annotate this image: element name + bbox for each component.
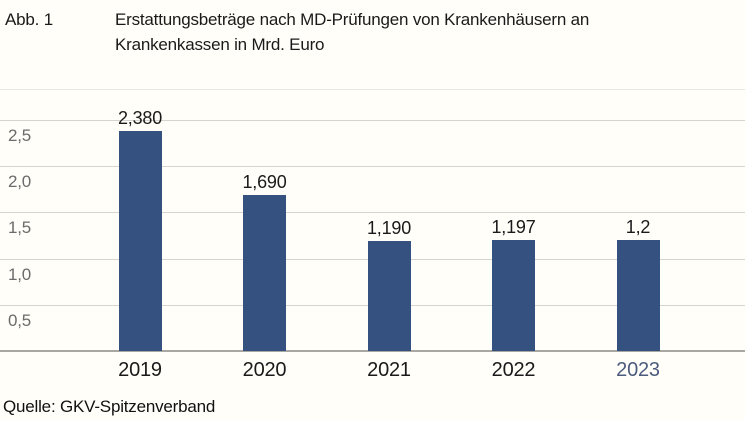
x-axis-tick-label: 2022 bbox=[491, 359, 536, 381]
bar-value-label: 1,2 bbox=[625, 217, 651, 238]
figure-title: Erstattungsbeträge nach MD-Prüfungen von… bbox=[115, 7, 589, 57]
figure-title-line2: Krankenkassen in Mrd. Euro bbox=[115, 35, 325, 54]
bar-value-label: 2,380 bbox=[117, 108, 163, 129]
y-axis-tick-label: 1,5 bbox=[8, 218, 32, 238]
plot-area-top-border bbox=[0, 89, 745, 90]
x-axis-tick-label: 2020 bbox=[242, 359, 287, 381]
x-axis-tick-label: 2021 bbox=[367, 359, 411, 381]
x-axis-tick-label: 2023 bbox=[616, 359, 660, 381]
bar bbox=[492, 240, 535, 351]
gridline bbox=[0, 166, 745, 168]
source-note: Quelle: GKV-Spitzenverband bbox=[3, 397, 216, 416]
y-axis-tick-label: 1,0 bbox=[8, 264, 32, 284]
x-axis-line bbox=[0, 350, 745, 352]
bar bbox=[616, 240, 660, 351]
bar-value-label: 1,690 bbox=[242, 171, 287, 192]
y-axis-tick-label: 2,0 bbox=[8, 172, 32, 192]
y-axis-tick-label: 0,5 bbox=[8, 310, 32, 330]
bar-value-label: 1,197 bbox=[491, 217, 536, 238]
x-axis-tick-label: 2019 bbox=[118, 359, 162, 381]
bar bbox=[367, 241, 411, 351]
figure-title-line1: Erstattungsbeträge nach MD-Prüfungen von… bbox=[115, 10, 590, 29]
gridline bbox=[0, 120, 745, 121]
bar-value-label: 1,190 bbox=[366, 218, 412, 238]
bar bbox=[118, 131, 162, 351]
bar bbox=[243, 194, 286, 351]
figure-label: Abb. 1 bbox=[5, 10, 53, 29]
y-axis-tick-label: 2,5 bbox=[8, 126, 32, 145]
gridline bbox=[0, 212, 745, 214]
